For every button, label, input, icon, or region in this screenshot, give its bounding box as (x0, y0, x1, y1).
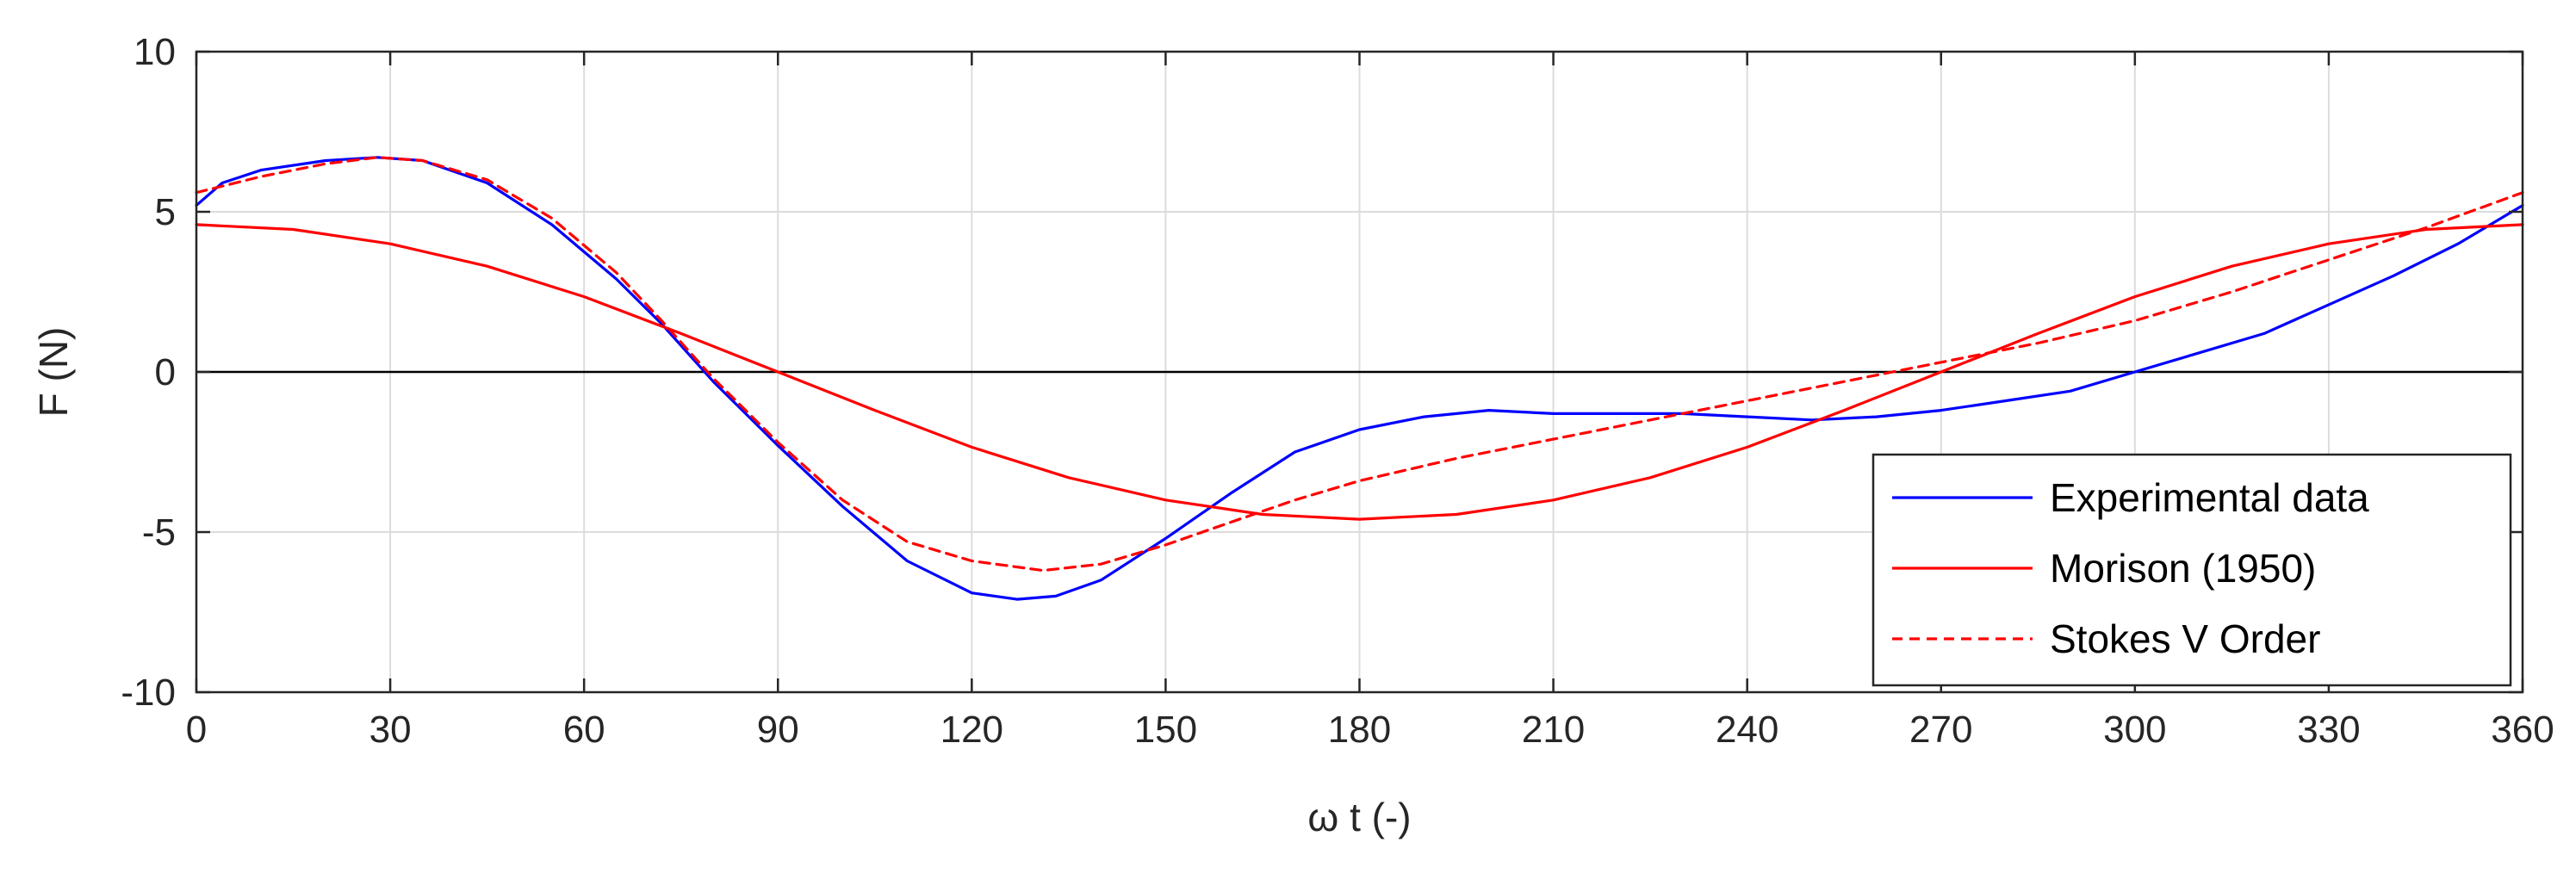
y-tick-label: -5 (142, 511, 176, 554)
x-tick-label: 360 (2491, 709, 2554, 751)
legend: Experimental data Morison (1950) Stokes V … (1871, 453, 2512, 687)
x-tick-label: 240 (1716, 709, 1778, 751)
y-axis-label: F (N) (31, 327, 76, 418)
series-line-morison-1950 (195, 223, 2524, 521)
x-tick-label: 270 (1909, 709, 1972, 751)
x-tick-label: 30 (369, 709, 412, 751)
x-tick-label: 0 (186, 709, 207, 751)
y-tick-label: -10 (121, 672, 176, 714)
x-axis-label: ω t (-) (1307, 795, 1411, 839)
x-tick-label: 210 (1522, 709, 1585, 751)
x-tick-label: 150 (1134, 709, 1197, 751)
x-tick-label: 120 (940, 709, 1003, 751)
legend-box (1871, 453, 2512, 687)
y-tick-label: 0 (155, 351, 176, 393)
series-group (195, 156, 2524, 601)
x-tick-label: 300 (2103, 709, 2166, 751)
legend-entry-label: Stokes V Order (2050, 616, 2320, 661)
y-tick-label: 5 (155, 191, 176, 233)
x-tick-label: 60 (563, 709, 605, 751)
series-line-stokes-v-order (195, 156, 2524, 573)
x-tick-label: 180 (1328, 709, 1391, 751)
x-tick-label: 90 (757, 709, 799, 751)
legend-entry-label: Experimental data (2050, 475, 2369, 520)
series-line-experimental-data (195, 156, 2524, 601)
legend-entry-label: Morison (1950) (2050, 546, 2316, 591)
tick-labels: 0 30 60 90 120 150 180 210 240 270 300 330 360 -10 -5 0… (121, 31, 2554, 751)
x-tick-label: 330 (2297, 709, 2360, 751)
y-tick-label: 10 (133, 31, 176, 73)
